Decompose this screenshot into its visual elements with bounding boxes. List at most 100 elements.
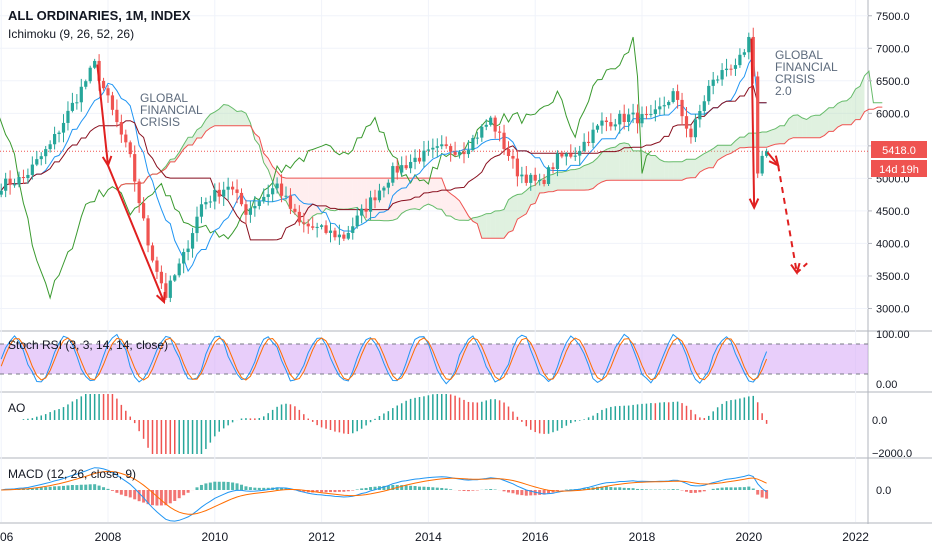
- candle-body: [342, 234, 346, 239]
- indicator-label-ao: AO: [8, 401, 25, 415]
- cloud-segment: [508, 196, 513, 233]
- candle-body: [475, 137, 479, 139]
- indicator-label-stoch-rsi: Stoch RSI (3, 3, 14, 14, close): [8, 338, 168, 352]
- senkou-span-a: [116, 70, 883, 226]
- candle-body: [551, 167, 555, 170]
- candle-body: [288, 195, 293, 209]
- cloud-segment: [197, 126, 202, 139]
- candle-body: [698, 111, 702, 120]
- candle-body: [707, 85, 711, 102]
- cloud-segment: [557, 172, 562, 191]
- candle-body: [17, 176, 21, 185]
- price-candles: [0, 27, 769, 303]
- candle-body: [275, 183, 279, 189]
- chart-title: ALL ORDINARIES, 1M, INDEX: [8, 8, 191, 23]
- cloud-segment: [553, 172, 558, 192]
- cloud-segment: [588, 161, 594, 190]
- cloud-segment: [330, 178, 335, 211]
- price-tick-label: 3000.0: [876, 303, 910, 315]
- candle-body: [306, 223, 310, 227]
- candle-body: [128, 142, 132, 155]
- candle-body: [297, 211, 301, 223]
- candle-body: [373, 197, 377, 201]
- cloud-segment: [664, 161, 669, 181]
- candle-body: [391, 166, 395, 183]
- candle-body: [110, 95, 115, 110]
- candle-body: [12, 184, 17, 186]
- cloud-segment: [833, 103, 838, 132]
- candle-body: [155, 260, 159, 272]
- cloud-segment: [339, 178, 344, 210]
- candle-body: [493, 117, 497, 132]
- cloud-segment: [633, 150, 638, 181]
- candle-body: [30, 164, 34, 175]
- indicator-label-macd: MACD (12, 26, close, 9): [8, 467, 136, 481]
- cloud-segment: [530, 185, 536, 205]
- candle-body: [328, 230, 333, 233]
- price-tick-label: 4500.0: [876, 206, 910, 218]
- candle-body: [279, 183, 284, 196]
- candle-body: [159, 271, 163, 284]
- candle-body: [702, 101, 706, 112]
- candle-body: [578, 150, 582, 156]
- cloud-segment: [771, 128, 776, 146]
- cloud-segment: [793, 114, 798, 138]
- cloud-segment: [192, 129, 197, 146]
- cloud-segment: [188, 137, 193, 146]
- cloud-segment: [744, 133, 749, 148]
- candle-body: [569, 153, 573, 157]
- candle-body: [756, 76, 760, 174]
- candle-body: [320, 225, 324, 227]
- candle-body: [173, 275, 177, 281]
- candle-body: [404, 165, 408, 169]
- cloud-segment: [802, 117, 807, 138]
- candle-body: [115, 109, 119, 123]
- candle-body: [226, 186, 230, 190]
- arrow-gfc-a: [96, 64, 109, 166]
- cloud-segment: [348, 178, 353, 210]
- candle-body: [662, 105, 666, 107]
- candle-body: [93, 60, 97, 68]
- kijun-sen: [0, 84, 767, 241]
- cloud-segment: [183, 137, 189, 150]
- indicator-panes: 100.00 0.00 0.0 −2000.0 0.0: [0, 329, 912, 522]
- candle-body: [515, 158, 519, 177]
- cloud-segment: [593, 157, 598, 189]
- candle-body: [618, 113, 622, 125]
- candle-body: [649, 114, 653, 116]
- macd-tick-label: 0.0: [876, 485, 891, 497]
- cloud-segment: [464, 208, 469, 221]
- candle-body: [582, 141, 586, 151]
- candle-body: [640, 114, 644, 124]
- svg-text:FINANCIAL: FINANCIAL: [775, 60, 838, 74]
- candle-body: [195, 216, 199, 234]
- cloud-segment: [455, 196, 460, 221]
- candle-body: [431, 147, 435, 150]
- candle-body: [546, 167, 551, 184]
- stoch-tick-label: 100.00: [876, 329, 910, 341]
- candle-body: [271, 188, 275, 195]
- candle-body: [88, 67, 92, 82]
- cloud-segment: [851, 89, 856, 125]
- cloud-segment: [686, 159, 691, 179]
- cloud-segment: [237, 110, 242, 126]
- candle-body: [217, 189, 221, 197]
- cloud-segment: [788, 115, 794, 140]
- cloud-segment: [352, 178, 358, 209]
- time-tick-label: 06: [0, 530, 14, 544]
- candle-body: [587, 141, 591, 143]
- cloud-segment: [722, 145, 727, 158]
- cloud-segment: [606, 147, 611, 181]
- candle-body: [409, 161, 413, 169]
- candle-body: [538, 179, 542, 181]
- cloud-segment: [682, 159, 687, 181]
- candle-body: [738, 54, 742, 66]
- candle-body: [747, 36, 751, 53]
- time-tick-label: 2014: [415, 530, 442, 544]
- cloud-segment: [811, 115, 816, 138]
- candle-body: [520, 174, 524, 177]
- cloud-segment: [837, 101, 843, 127]
- cloud-segment: [392, 178, 398, 221]
- candle-body: [751, 36, 755, 77]
